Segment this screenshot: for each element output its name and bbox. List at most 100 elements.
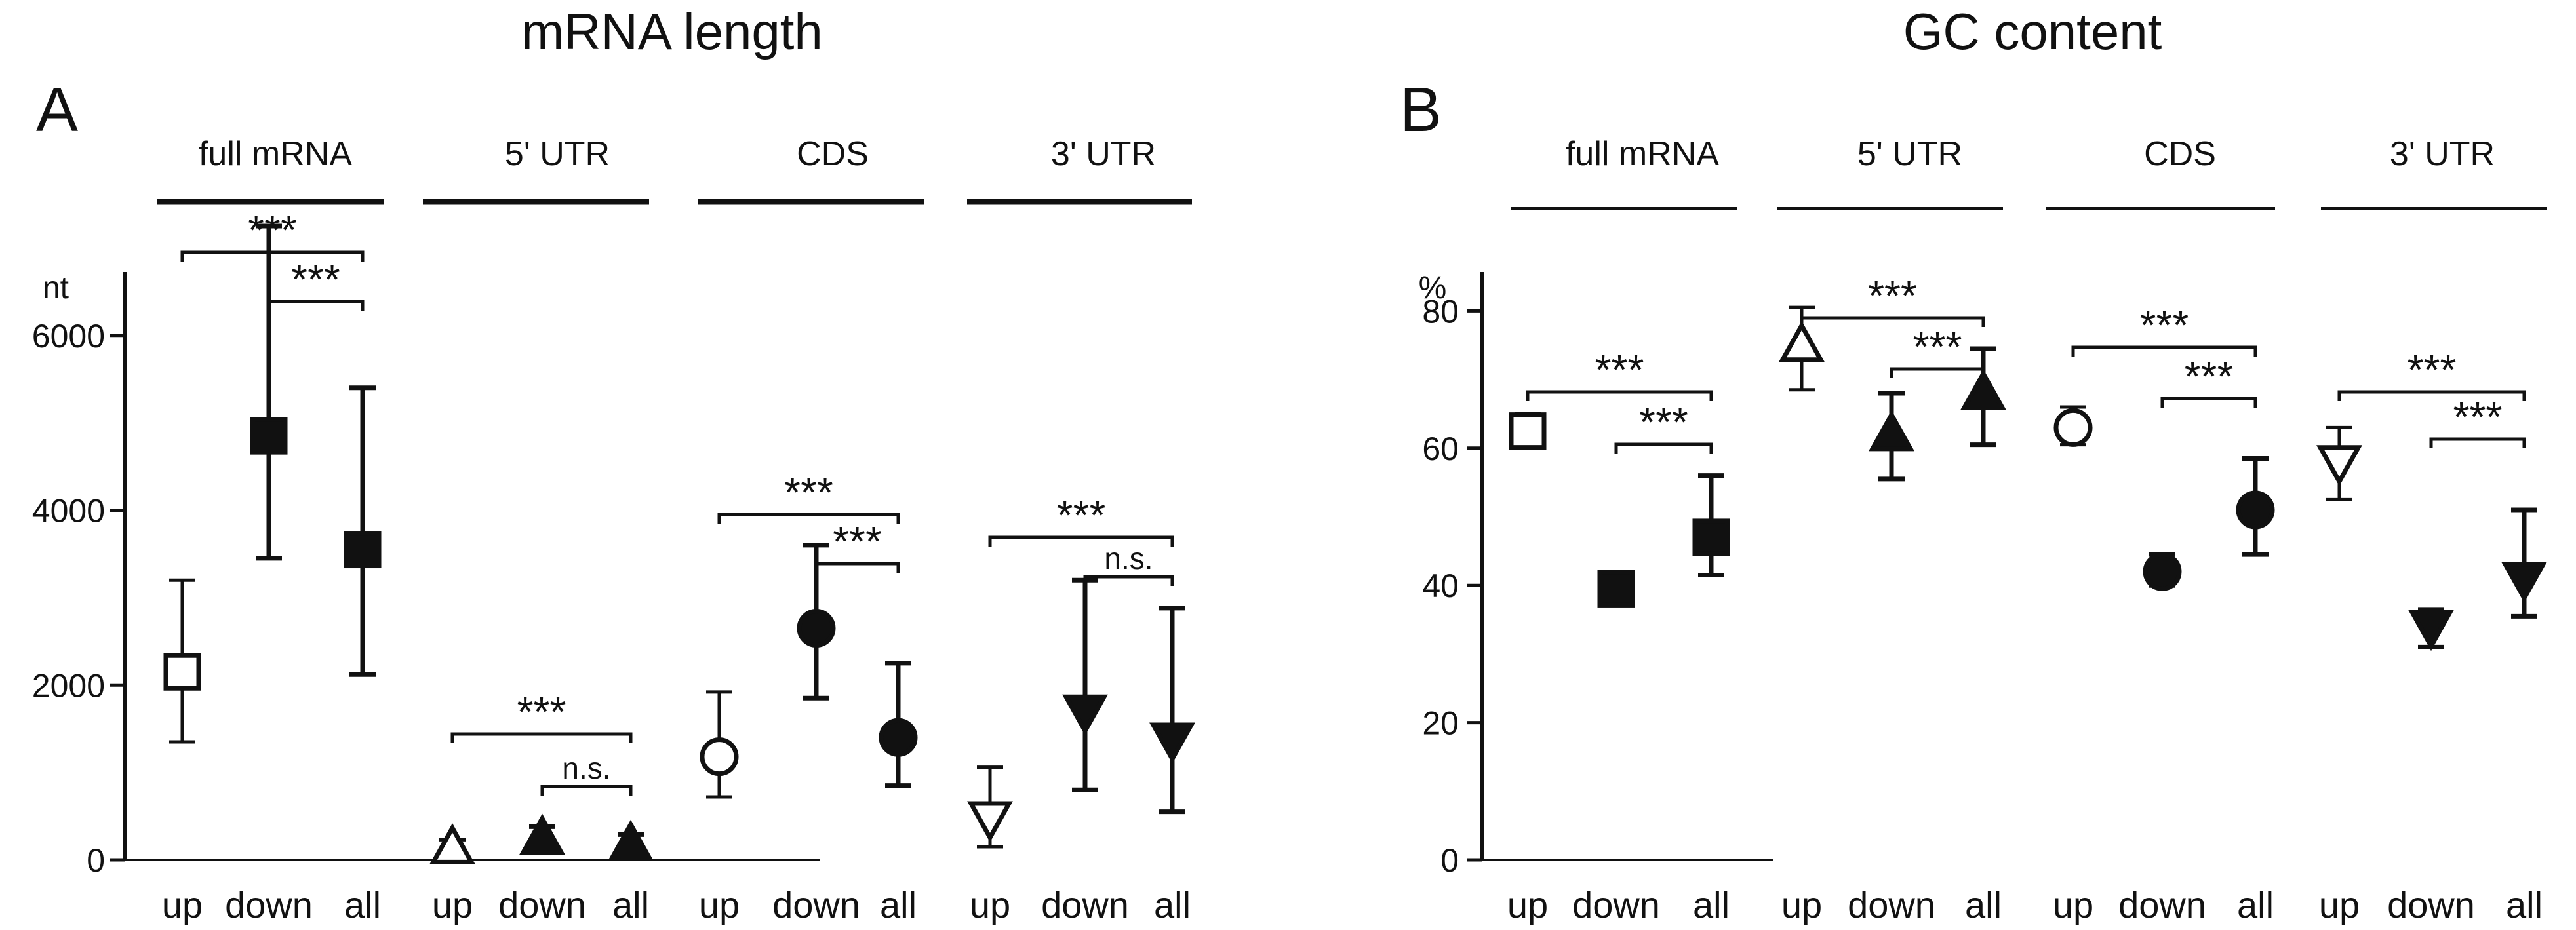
group-header: CDS — [2144, 135, 2216, 173]
y-tick-label: 0 — [87, 842, 105, 879]
significance-label: *** — [1639, 398, 1688, 446]
significance-bracket — [2429, 437, 2526, 448]
data-point-up — [429, 823, 475, 864]
x-tick-label: down — [772, 884, 860, 925]
significance-label: *** — [517, 688, 566, 735]
x-tick-label: down — [1041, 884, 1129, 925]
group-5-utr: 5' UTR up down all *** n.s. — [423, 135, 654, 925]
significance-bracket — [450, 732, 633, 743]
x-tick-label: up — [1507, 884, 1548, 925]
significance-bracket — [2160, 397, 2257, 408]
significance-bracket — [540, 785, 633, 796]
x-tick-label: down — [1572, 884, 1660, 925]
data-point-up — [163, 653, 201, 691]
data-point-down — [1597, 570, 1635, 608]
data-point-down — [797, 609, 836, 648]
group-header: full mRNA — [199, 135, 352, 173]
data-point-down — [1869, 410, 1914, 452]
data-point-up — [1509, 412, 1547, 450]
data-point-down — [2143, 552, 2182, 591]
group-header: 3' UTR — [1051, 135, 1156, 173]
y-tick-label: 0 — [1440, 842, 1459, 879]
significance-label: n.s. — [1104, 541, 1153, 575]
data-point-down — [2408, 610, 2454, 651]
data-point-all — [2236, 490, 2275, 530]
significance-bracket — [814, 562, 900, 573]
x-tick-label: up — [2053, 884, 2093, 925]
x-tick-label: down — [1848, 884, 1935, 925]
data-point-down — [1062, 694, 1108, 736]
x-tick-label: up — [970, 884, 1010, 925]
x-tick-label: all — [612, 884, 649, 925]
significance-label: *** — [1913, 323, 1962, 370]
x-tick-label: up — [699, 884, 740, 925]
chart-title: mRNA length — [521, 3, 823, 60]
data-point-up — [2316, 445, 2362, 486]
group-header: full mRNA — [1566, 135, 1719, 173]
data-point-all — [879, 718, 918, 757]
data-point-up — [967, 801, 1013, 843]
data-point-all — [1149, 722, 1195, 764]
group-3-utr: 3' UTR up down all ****** — [2316, 135, 2547, 925]
x-tick-label: up — [432, 884, 473, 925]
y-axis-label: % — [1419, 271, 1447, 305]
data-point-all — [2501, 562, 2547, 603]
significance-bracket — [267, 300, 365, 311]
x-tick-label: up — [162, 884, 203, 925]
significance-bracket — [1890, 367, 1985, 378]
x-tick-label: down — [2118, 884, 2206, 925]
y-tick-label: 4000 — [32, 493, 105, 530]
data-point-down — [519, 813, 565, 855]
group-header: 5' UTR — [505, 135, 610, 173]
data-point-down — [250, 417, 288, 455]
x-tick-label: up — [1781, 884, 1822, 925]
data-point-all — [1960, 368, 2006, 410]
data-point-up — [700, 737, 739, 777]
data-point-all — [608, 819, 654, 861]
x-tick-label: all — [2237, 884, 2274, 925]
panel-letter: B — [1400, 75, 1442, 145]
panel-letter: A — [36, 75, 78, 145]
significance-bracket — [180, 250, 365, 262]
significance-label: *** — [291, 256, 340, 303]
x-tick-label: all — [880, 884, 917, 925]
x-tick-label: up — [2319, 884, 2360, 925]
group-header: 5' UTR — [1857, 135, 1962, 173]
significance-bracket — [2071, 345, 2257, 357]
y-tick-label: 80 — [1422, 293, 1459, 330]
chart-title: GC content — [1903, 3, 2162, 60]
significance-label: *** — [2185, 353, 2234, 400]
group-header: 3' UTR — [2390, 135, 2495, 173]
significance-bracket — [2337, 390, 2526, 401]
group-3-utr: 3' UTR up down all ***n.s. — [967, 135, 1195, 925]
x-tick-label: all — [1154, 884, 1191, 925]
data-point-up — [1779, 320, 1825, 362]
significance-label: *** — [2408, 346, 2457, 393]
significance-label: *** — [248, 206, 297, 254]
group-cds: CDS up down all ****** — [698, 135, 924, 925]
significance-label: *** — [2453, 393, 2503, 440]
significance-bracket — [1614, 442, 1713, 454]
x-tick-label: down — [498, 884, 586, 925]
y-axis-label: nt — [43, 271, 69, 305]
significance-bracket — [1526, 390, 1713, 401]
x-tick-label: all — [344, 884, 381, 925]
y-tick-label: 40 — [1422, 568, 1459, 604]
significance-bracket — [988, 535, 1174, 547]
significance-label: n.s. — [562, 751, 610, 785]
significance-label: *** — [1057, 492, 1106, 539]
x-tick-label: all — [2506, 884, 2543, 925]
x-tick-label: down — [2387, 884, 2475, 925]
y-tick-label: 6000 — [32, 318, 105, 355]
data-point-all — [1692, 518, 1730, 556]
significance-label: *** — [1868, 272, 1917, 319]
significance-bracket — [717, 513, 900, 524]
data-point-up — [2053, 408, 2093, 447]
y-tick-label: 2000 — [32, 667, 105, 704]
x-tick-label: all — [1965, 884, 2002, 925]
data-point-all — [344, 531, 382, 569]
group-cds: CDS up down all ****** — [2046, 135, 2275, 925]
